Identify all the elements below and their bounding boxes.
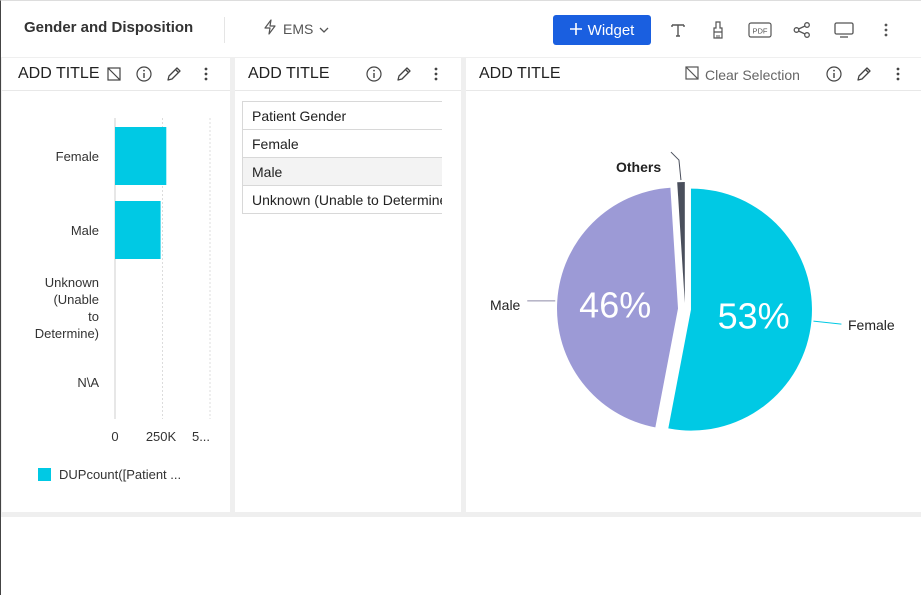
dashboard-title: Gender and Disposition [24, 19, 194, 36]
table-row[interactable]: Male [242, 157, 442, 186]
text-icon[interactable] [668, 21, 688, 39]
pie-slice-label: Others [616, 159, 661, 175]
edit-icon[interactable] [166, 66, 182, 82]
clear-selection-button[interactable]: Clear Selection [685, 66, 800, 83]
edit-icon[interactable] [856, 66, 872, 82]
pie-slice[interactable] [557, 187, 679, 428]
monitor-icon[interactable] [834, 21, 854, 39]
chevron-down-icon [319, 21, 329, 37]
pie-slice[interactable] [677, 182, 685, 304]
bar-legend[interactable]: DUPcount([Patient ... [38, 467, 181, 482]
pie-data-label: 53% [718, 295, 790, 336]
table-header-cell[interactable]: Patient Gender [242, 101, 442, 130]
top-toolbar: Gender and Disposition EMS Widget PDF [1, 1, 921, 57]
lightning-icon [263, 19, 277, 38]
table-cell[interactable]: Unknown (Unable to Determine) [242, 185, 442, 214]
table-panel-title[interactable]: ADD TITLE [248, 65, 330, 82]
clear-selection-icon[interactable] [106, 66, 122, 82]
bar-category-label-line: Unknown [44, 275, 99, 290]
add-widget-button[interactable]: Widget [553, 15, 651, 45]
pie-leader-line [813, 320, 842, 325]
bar-category-label-line: N\A [77, 374, 99, 390]
bar-chart-panel: ADD TITLE Female Male Unknown (Unable to Dete… [2, 58, 230, 512]
widget-label: Widget [587, 21, 635, 39]
bar-category-label: Unknown (Unable to Determine) [35, 274, 99, 342]
pie-panel-header: ADD TITLE Clear Selection [466, 58, 921, 91]
bar-category-label-line: Male [70, 222, 99, 238]
pie-chart-panel: ADD TITLE Clear Selection 53% Female 46% Ma… [466, 58, 921, 512]
more-icon[interactable] [876, 21, 896, 39]
clear-selection-label: Clear Selection [705, 66, 800, 83]
bar-category-label: Male [71, 222, 99, 239]
toolbar-divider [224, 17, 225, 43]
brush-icon[interactable] [708, 21, 728, 39]
pie-chart: 53% Female 46% Male Others [490, 151, 895, 431]
pdf-icon-text: PDF [753, 27, 768, 36]
bar-category-label: Female [56, 148, 99, 165]
bar-category-label-line: Female [55, 148, 99, 164]
table-cell[interactable]: Female [242, 129, 442, 158]
gender-table: Patient Gender Female Male Unknown (Unab… [242, 101, 442, 214]
pie-slice-label: Male [490, 297, 521, 313]
pie-slice-label: Female [848, 317, 895, 333]
bar-axis-tick: 250K [145, 429, 177, 444]
bar-panel-title[interactable]: ADD TITLE [18, 65, 100, 82]
bar-category-label-line: Determine) [34, 326, 99, 341]
source-selector[interactable]: EMS [263, 19, 329, 38]
clear-selection-icon [685, 66, 699, 83]
share-icon[interactable] [792, 21, 812, 39]
table-row[interactable]: Unknown (Unable to Determine) [242, 185, 442, 214]
bar-chart [114, 118, 211, 419]
bar[interactable] [115, 127, 167, 185]
bar-category-label-line: (Unable [53, 292, 99, 307]
bar-axis-tick: 5... [191, 429, 211, 444]
empty-dashboard-area [1, 517, 921, 595]
table-row[interactable]: Female [242, 129, 442, 158]
source-label: EMS [283, 20, 314, 37]
legend-label: DUPcount([Patient ... [59, 467, 182, 482]
pie-data-label: 46% [579, 285, 651, 326]
panel-more-icon[interactable] [890, 66, 906, 82]
pie-slice[interactable] [668, 188, 812, 431]
pdf-icon[interactable]: PDF [748, 21, 772, 39]
bar[interactable] [115, 201, 161, 259]
legend-swatch [38, 468, 51, 481]
bar-category-label-line: to [88, 309, 99, 324]
pie-leader-line [670, 151, 682, 181]
edit-icon[interactable] [396, 66, 412, 82]
bar-panel-header: ADD TITLE [2, 58, 230, 91]
bar-category-label: N\A [77, 374, 99, 391]
bar-axis-tick: 0 [111, 429, 119, 444]
table-header-row: Patient Gender [242, 101, 442, 130]
plus-icon [569, 22, 582, 39]
panel-more-icon[interactable] [428, 66, 444, 82]
pie-panel-title[interactable]: ADD TITLE [479, 65, 561, 82]
table-panel-header: ADD TITLE [235, 58, 461, 91]
info-icon[interactable] [826, 66, 842, 82]
table-panel: ADD TITLE Patient Gender Female Male Unk [235, 58, 461, 512]
info-icon[interactable] [366, 66, 382, 82]
info-icon[interactable] [136, 66, 152, 82]
table-cell[interactable]: Male [242, 157, 442, 186]
panel-more-icon[interactable] [198, 66, 214, 82]
